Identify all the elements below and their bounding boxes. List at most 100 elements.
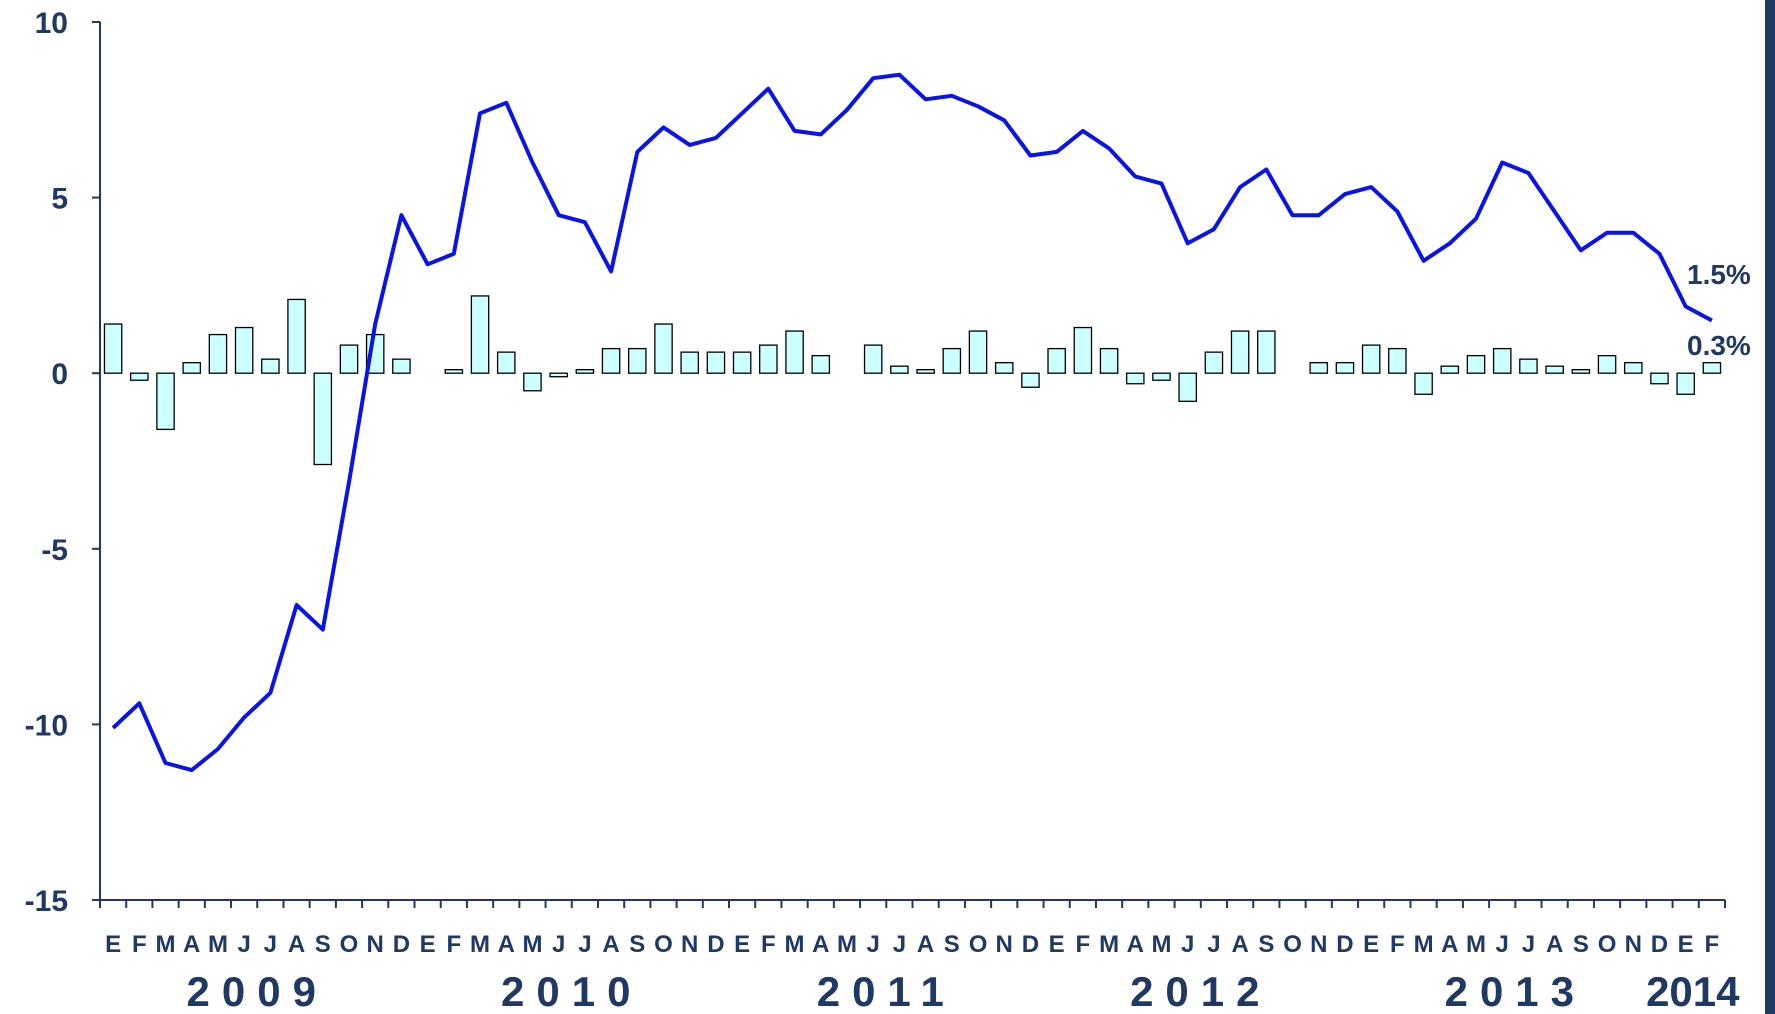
bar [968,330,988,374]
bar [392,358,411,374]
x-tick-label: E [105,931,121,958]
bar [654,323,673,374]
bar [470,295,490,374]
x-tick-label: S [1258,931,1274,958]
x-tick-label: J [264,931,277,958]
line-last-label: 1.5% [1687,259,1751,290]
x-tick-label: J [1181,931,1194,958]
bar [916,369,935,374]
bar [1597,354,1617,374]
bar [1414,372,1433,395]
bar [523,372,542,392]
x-tick-label: S [629,931,645,958]
x-tick-label: F [446,931,461,958]
x-tick-label: E [1363,931,1379,958]
x-tick-label: F [1076,931,1091,958]
bar [680,351,700,374]
bar [811,354,831,374]
bar [313,372,333,466]
x-tick-label: A [812,931,829,958]
x-tick-label: E [420,931,436,958]
x-tick-label: M [1466,931,1486,958]
x-tick-label: M [522,931,542,958]
x-tick-label: A [1231,931,1248,958]
x-tick-label: M [1099,931,1119,958]
x-tick-label: M [1151,931,1171,958]
bar [863,344,883,374]
x-tick-label: O [969,931,988,958]
y-tick-label: -5 [41,534,68,567]
bar [339,344,359,374]
bar [156,372,175,431]
x-tick-label: E [1049,931,1065,958]
bar [1125,372,1145,385]
bar [1676,372,1695,395]
bar [575,369,595,374]
x-axis-tick-marks [99,900,1726,908]
bar [549,372,568,378]
x-tick-label: E [734,931,750,958]
x-tick-label: M [1414,931,1434,958]
x-tick-label: J [867,931,880,958]
bar [1466,354,1486,374]
year-label: 2011 [817,968,956,1014]
x-tick-label: N [681,931,698,958]
bar [732,351,752,374]
x-tick-label: O [654,931,673,958]
x-tick-label: M [785,931,805,958]
x-tick-label: S [315,931,331,958]
x-tick-label: D [1336,931,1353,958]
y-axis-tick-marks [92,21,100,901]
x-tick-label: N [996,931,1013,958]
bar [1650,372,1669,385]
x-tick-label: N [1310,931,1327,958]
x-axis-year-labels: 2009 2010 2011 2012 2013 2014 [187,968,1741,1014]
bar [1702,362,1722,374]
bar [1309,362,1329,374]
bar-series [103,295,1722,466]
bar [1047,347,1066,374]
bar [444,369,464,374]
line-series [111,72,1713,773]
bar [1152,372,1171,381]
bar [234,326,254,374]
x-tick-label: O [1598,931,1617,958]
bar [130,372,149,381]
x-tick-label: D [1651,931,1668,958]
x-tick-label: M [156,931,176,958]
bar [1073,326,1093,374]
x-tick-label: J [1496,931,1509,958]
x-tick-label: A [917,931,934,958]
bar [1492,347,1512,374]
year-label: 2012 [1130,968,1271,1014]
bar [1440,365,1460,374]
x-tick-label: J [552,931,565,958]
x-tick-label: J [237,931,250,958]
x-tick-label: A [1546,931,1563,958]
bar [1178,372,1198,402]
bar [759,344,778,374]
x-tick-label: S [944,931,960,958]
bar [496,351,516,374]
bar [182,362,202,374]
x-tick-label: F [1390,931,1405,958]
bar [287,298,306,374]
x-tick-label: S [1573,931,1589,958]
bar [1204,351,1224,374]
bar [601,347,621,374]
x-tick-label: M [208,931,228,958]
x-tick-label: D [1022,931,1039,958]
x-tick-label: D [707,931,724,958]
x-tick-label: O [1283,931,1302,958]
bar [627,347,647,374]
bar [1545,365,1564,374]
right-edge-bar [1765,0,1775,1014]
bar [706,351,726,374]
x-tick-label: F [1705,931,1720,958]
bar [1335,362,1355,374]
bar [994,362,1014,374]
x-tick-label: J [1522,931,1535,958]
bar [1571,369,1591,374]
year-label: 2010 [501,968,642,1014]
